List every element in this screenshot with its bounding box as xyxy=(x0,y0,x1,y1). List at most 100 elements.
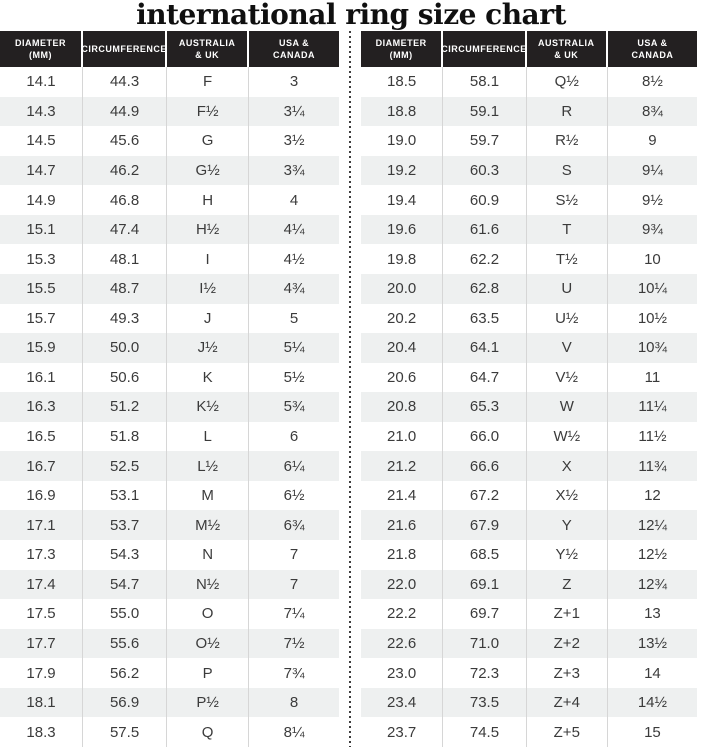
table-cell: Z+4 xyxy=(527,687,608,718)
right-margin xyxy=(697,31,702,747)
table-cell: 20.4 xyxy=(361,333,444,363)
table-cell: 10½ xyxy=(637,309,668,327)
table-cell: Z+1 xyxy=(527,599,608,629)
table-row: 18.5 58.1 Q½ 8½ xyxy=(361,67,697,97)
table-cell: 4½ xyxy=(283,250,305,268)
table-row: 18.3 57.5 Q 8¼ xyxy=(0,717,339,747)
table-cell: 46.8 xyxy=(83,185,168,215)
table-cell: 21.6 xyxy=(361,510,444,540)
table-row: 17.3 54.3 N 7 xyxy=(0,540,339,570)
table-cell: 11¼ xyxy=(638,398,667,416)
table-row: 22.6 71.0 Z+2 13½ xyxy=(361,628,697,659)
table-cell: 19.8 xyxy=(361,244,444,274)
table-cell: 65.3 xyxy=(443,392,527,422)
table-cell: 12½ xyxy=(637,546,668,564)
table-cell: 15.1 xyxy=(0,214,84,245)
table-cell: 19.6 xyxy=(361,214,444,245)
table-cell: 73.5 xyxy=(443,687,527,718)
table-cell: L xyxy=(167,421,250,452)
table-cell: 14.5 xyxy=(0,126,84,156)
table-cell: 54.7 xyxy=(83,569,168,600)
column-header: USA & CANADA xyxy=(607,31,697,67)
table-cell: G xyxy=(167,126,250,156)
table-cell: 20.0 xyxy=(361,273,444,304)
column-header: CIRCUMFERENCE xyxy=(81,31,168,67)
column-header: CIRCUMFERENCE xyxy=(441,31,527,67)
table-cell: 7¾ xyxy=(283,664,305,682)
table-cell: 17.1 xyxy=(0,510,84,540)
table-cell: 17.3 xyxy=(0,540,84,570)
table-cell: 12¾ xyxy=(637,575,668,593)
table-cell: U½ xyxy=(527,303,608,334)
table-row: 15.9 50.0 J½ 5¼ xyxy=(0,333,339,363)
table-cell: 17.9 xyxy=(0,658,84,688)
table-cell: 9 xyxy=(648,132,657,150)
table-cell: Y½ xyxy=(527,540,608,570)
page-title: international ring size chart xyxy=(136,0,566,31)
table-cell: 69.7 xyxy=(443,599,527,629)
table-cell: U xyxy=(527,273,608,304)
table-cell: 8 xyxy=(289,694,299,712)
table-row: 19.2 60.3 S 9¼ xyxy=(361,155,697,186)
table-cell: J xyxy=(167,303,250,334)
table-cell: H½ xyxy=(167,214,250,245)
table-cell: 5¼ xyxy=(283,339,305,357)
table-cell: 53.7 xyxy=(83,510,168,540)
table-row: 16.7 52.5 L½ 6¼ xyxy=(0,451,339,481)
table-cell: T½ xyxy=(527,244,608,274)
table-cell: 59.7 xyxy=(443,126,527,156)
table-cell: 19.4 xyxy=(361,185,444,215)
table-row: 19.0 59.7 R½ 9 xyxy=(361,126,697,156)
table-cell: 74.5 xyxy=(443,717,527,747)
table-row: 20.0 62.8 U 10¼ xyxy=(361,273,697,304)
table-cell: 16.5 xyxy=(0,421,84,452)
table-cell: 16.3 xyxy=(0,392,84,422)
table-cell: 22.6 xyxy=(361,628,444,659)
table-cell: 10¼ xyxy=(637,280,668,298)
column-header: DIAMETER (mm) xyxy=(361,31,444,67)
table-row: 19.8 62.2 T½ 10 xyxy=(361,244,697,274)
table-cell: 14.9 xyxy=(0,185,84,215)
table-cell: W xyxy=(527,392,608,422)
table-cell: S xyxy=(527,155,608,186)
table-cell: 54.3 xyxy=(83,540,168,570)
table-cell: 4¼ xyxy=(283,221,305,239)
table-cell: V½ xyxy=(527,362,608,393)
table-row: 15.3 48.1 I 4½ xyxy=(0,244,339,274)
table-cell: 19.2 xyxy=(361,155,444,186)
table-cell: 48.7 xyxy=(83,273,168,304)
table-cell: 13½ xyxy=(637,634,668,652)
table-row: 17.4 54.7 N½ 7 xyxy=(0,569,339,600)
table-cell: 7½ xyxy=(283,634,305,652)
ring-size-table-left: DIAMETER (mm) CIRCUMFERENCE AUSTRALIA & UK US… xyxy=(0,31,339,747)
table-cell: 23.7 xyxy=(361,717,444,747)
table-cell: 8¼ xyxy=(283,723,305,741)
table-cell: Z+3 xyxy=(527,658,608,688)
table-cell: 49.3 xyxy=(83,303,168,334)
table-cell: 21.0 xyxy=(361,421,444,452)
table-cell: K xyxy=(167,362,250,393)
table-cell: 63.5 xyxy=(443,303,527,334)
table-cell: 16.7 xyxy=(0,451,84,481)
table-header-row: DIAMETER (mm) CIRCUMFERENCE AUSTRALIA & UK US… xyxy=(361,31,697,67)
table-cell: N xyxy=(167,540,250,570)
table-cell: 3½ xyxy=(283,132,305,150)
table-cell: P xyxy=(167,658,250,688)
table-row: 16.1 50.6 K 5½ xyxy=(0,362,339,393)
table-row: 23.7 74.5 Z+5 15 xyxy=(361,717,697,747)
table-cell: R xyxy=(527,96,608,127)
table-cell: 6½ xyxy=(283,487,305,505)
table-cell: 11 xyxy=(644,368,661,386)
table-row: 16.3 51.2 K½ 5¾ xyxy=(0,392,339,422)
table-row: 20.8 65.3 W 11¼ xyxy=(361,392,697,422)
table-cell: 14 xyxy=(644,664,661,682)
table-cell: X½ xyxy=(527,480,608,511)
table-cell: 55.0 xyxy=(83,599,168,629)
table-row: 21.6 67.9 Y 12¼ xyxy=(361,510,697,540)
table-row: 16.5 51.8 L 6 xyxy=(0,421,339,452)
table-cell: 6¼ xyxy=(283,457,305,475)
table-cell: X xyxy=(527,451,608,481)
table-cell: V xyxy=(527,333,608,363)
table-row: 22.0 69.1 Z 12¾ xyxy=(361,569,697,600)
table-cell: W½ xyxy=(527,421,608,452)
